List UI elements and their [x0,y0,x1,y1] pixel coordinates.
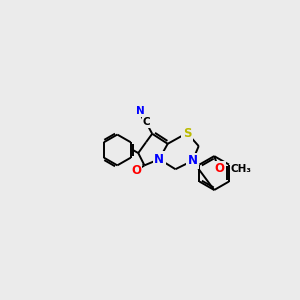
Text: S: S [183,127,191,140]
Text: CH₃: CH₃ [230,164,251,174]
Text: C: C [143,117,151,127]
Text: N: N [136,106,145,116]
Text: O: O [214,162,225,175]
Text: N: N [188,154,197,167]
Text: N: N [154,153,164,166]
Text: O: O [131,164,141,177]
